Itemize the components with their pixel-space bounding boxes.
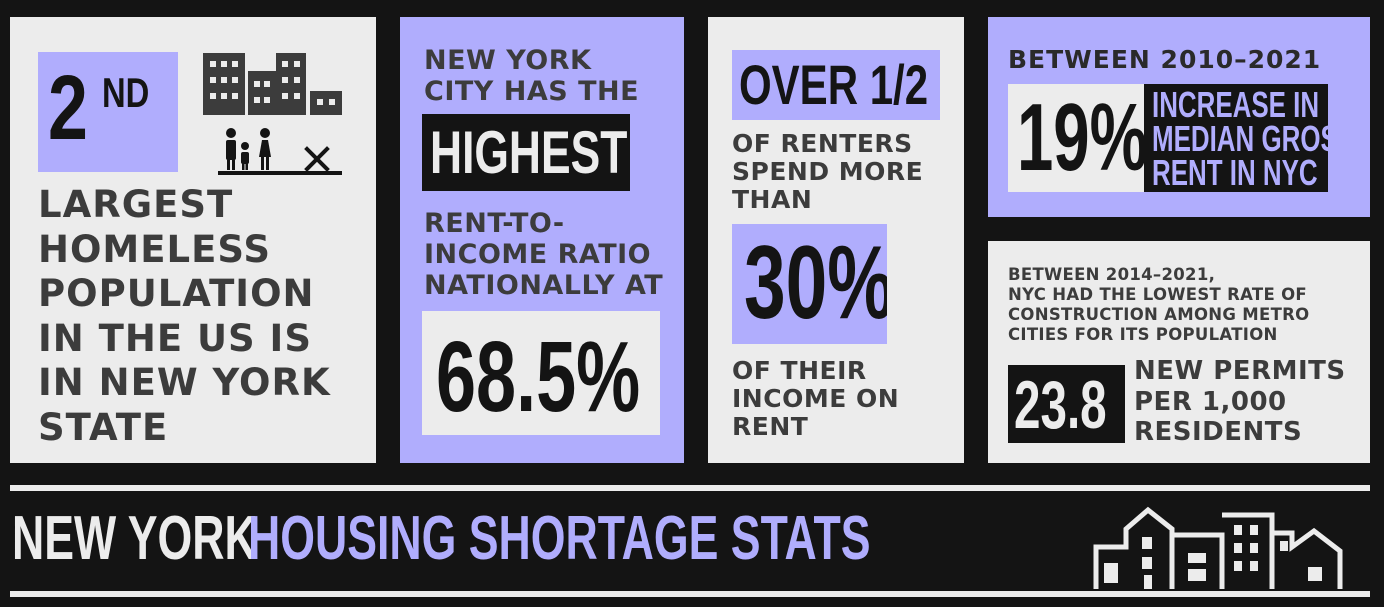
footer-top-rule [10, 485, 1370, 491]
thirty-percent-value: 30% [744, 225, 887, 341]
middle-line: INCOME RATIO [424, 239, 652, 270]
footer-title-part1: NEW YORK [12, 504, 257, 573]
rank-badge: 2 ND [38, 52, 178, 172]
homeless-line: STATE [38, 405, 169, 449]
rent-ratio-middle: RENT-TO- INCOME RATIO NATIONALLY AT [424, 208, 663, 301]
permits-desc: NEW PERMITS PER 1,000 RESIDENTS [1134, 356, 1346, 448]
homeless-line: IN THE US IS [38, 316, 312, 360]
homeless-line: IN NEW YORK [38, 361, 331, 404]
homeless-family-buildings-icon [203, 53, 342, 175]
rent-increase-desc: INCREASE IN MEDIAN GROSS RENT IN NYC [1152, 84, 1328, 192]
highest-label: HIGHEST [430, 119, 628, 186]
rent-ratio-value: 68.5% [436, 321, 641, 433]
intro-line: NEW YORK [424, 45, 592, 76]
renters-text-b: OF THEIR INCOME ON RENT [732, 357, 899, 441]
permits-value-box: 23.8 [1008, 365, 1125, 443]
middle-line: RENT-TO- [424, 208, 565, 239]
over-half-label: OVER 1/2 [739, 53, 929, 116]
panel-homeless: 2 ND [10, 17, 376, 463]
panel-permits: BETWEEN 2014–2021, NYC HAD THE LOWEST RA… [988, 241, 1370, 463]
permits-value: 23.8 [1014, 367, 1107, 443]
middle-line: NATIONALLY AT [424, 270, 664, 301]
desc-line: RENT IN NYC [1152, 152, 1318, 192]
homeless-line: LARGEST [38, 183, 234, 226]
thirty-percent-badge: 30% [732, 224, 887, 344]
rent-increase-period: BETWEEN 2010–2021 [1008, 45, 1322, 74]
desc-line: INCREASE IN [1152, 84, 1320, 125]
footer-title-highlight: HOUSING SHORTAGE STATS [248, 504, 1113, 574]
panel-renters: OVER 1/2 OF RENTERS SPEND MORE THAN 30% … [708, 17, 964, 463]
panel-rent-increase: BETWEEN 2010–2021 19% INCREASE IN MEDIAN… [988, 17, 1370, 217]
renters-line: THAN [732, 185, 813, 214]
permits-desc-line: NEW PERMITS [1134, 356, 1346, 386]
homeless-text: LARGEST HOMELESS POPULATION IN THE US IS… [38, 183, 331, 450]
over-half-badge: OVER 1/2 [732, 50, 940, 120]
homeless-line: POPULATION [38, 272, 315, 315]
desc-line: MEDIAN GROSS [1152, 118, 1328, 159]
panel-rent-ratio: NEW YORK CITY HAS THE HIGHEST RENT-TO- I… [400, 17, 684, 463]
renters-line: OF THEIR [732, 356, 867, 385]
highest-badge: HIGHEST [422, 114, 630, 191]
renters-line: OF RENTERS [732, 129, 913, 158]
permits-desc-line: RESIDENTS [1134, 417, 1303, 447]
rank-number: 2 [48, 57, 88, 159]
footer-title: NEW YORK [12, 504, 352, 574]
intro-line: CITY HAS THE [424, 76, 640, 107]
rent-increase-value-box: 19% [1008, 84, 1144, 192]
rent-increase-value: 19% [1017, 84, 1144, 191]
renters-line: RENT [732, 412, 809, 441]
permits-intro-line: CITIES FOR ITS POPULATION [1008, 325, 1278, 344]
footer-bottom-rule [10, 591, 1370, 597]
permits-intro-line: CONSTRUCTION AMONG METRO [1008, 305, 1310, 324]
permits-intro-line: BETWEEN 2014–2021, [1008, 265, 1216, 284]
rent-increase-desc-box: INCREASE IN MEDIAN GROSS RENT IN NYC [1144, 84, 1328, 192]
permits-intro: BETWEEN 2014–2021, NYC HAD THE LOWEST RA… [1008, 265, 1309, 345]
footer-title-part2: HOUSING SHORTAGE STATS [248, 504, 871, 573]
homeless-line: HOMELESS [38, 227, 271, 271]
renters-line: INCOME ON [732, 384, 900, 413]
skyline-icon [1093, 506, 1343, 589]
permits-intro-line: NYC HAD THE LOWEST RATE OF [1008, 285, 1307, 304]
rent-ratio-intro: NEW YORK CITY HAS THE [424, 45, 639, 107]
rent-ratio-value-box: 68.5% [422, 311, 660, 435]
renters-text-a: OF RENTERS SPEND MORE THAN [732, 130, 923, 214]
renters-line: SPEND MORE [732, 157, 924, 186]
rank-suffix: ND [102, 69, 150, 116]
permits-desc-line: PER 1,000 [1134, 386, 1287, 417]
